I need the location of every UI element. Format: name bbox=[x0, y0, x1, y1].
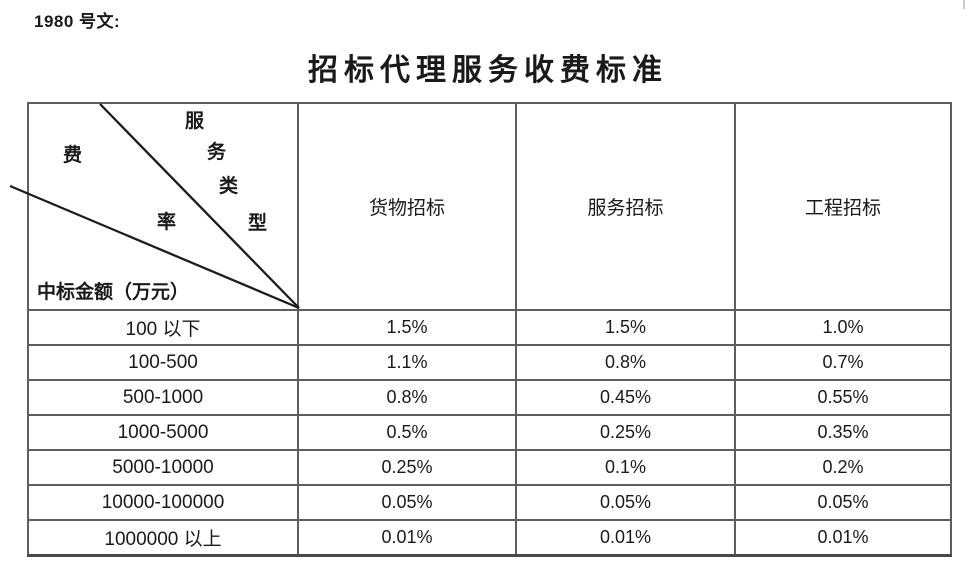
fee-cell: 0.35% bbox=[734, 414, 952, 451]
corner-char-service-type-3: 类 bbox=[219, 176, 239, 197]
corner-char-fee-rate-2: 率 bbox=[157, 212, 177, 233]
table-row: 1000000 以上 0.01% 0.01% 0.01% bbox=[27, 519, 952, 556]
column-header-services: 服务招标 bbox=[515, 102, 736, 311]
fee-cell: 0.5% bbox=[297, 414, 517, 451]
table-row: 100 以下 1.5% 1.5% 1.0% bbox=[27, 309, 952, 346]
fee-cell: 0.01% bbox=[297, 519, 517, 556]
corner-char-service-type-4: 型 bbox=[248, 213, 268, 234]
row-label: 100-500 bbox=[27, 344, 299, 381]
fee-cell: 0.05% bbox=[515, 484, 736, 521]
corner-bid-amount-label: 中标金额（万元） bbox=[37, 282, 190, 303]
table-row: 500-1000 0.8% 0.45% 0.55% bbox=[27, 379, 952, 416]
table-row: 5000-10000 0.25% 0.1% 0.2% bbox=[27, 449, 952, 486]
row-label: 100 以下 bbox=[27, 309, 299, 346]
fee-cell: 0.8% bbox=[297, 379, 517, 416]
table-header-row: 服 务 类 型 费 率 中标金额（万元） 货物招标 服务招标 工程招标 bbox=[27, 102, 952, 311]
fee-cell: 0.25% bbox=[515, 414, 736, 451]
fee-cell: 1.0% bbox=[734, 309, 952, 346]
fee-standard-table: 服 务 类 型 费 率 中标金额（万元） 货物招标 服务招标 工程招标 100 … bbox=[27, 102, 952, 557]
row-label: 1000-5000 bbox=[27, 414, 299, 451]
row-label: 5000-10000 bbox=[27, 449, 299, 486]
corner-char-service-type-2: 务 bbox=[207, 142, 227, 163]
fee-cell: 0.2% bbox=[734, 449, 952, 486]
table-row: 100-500 1.1% 0.8% 0.7% bbox=[27, 344, 952, 381]
fee-cell: 0.05% bbox=[297, 484, 517, 521]
page-edge-artifact bbox=[963, 0, 965, 9]
corner-char-service-type-1: 服 bbox=[185, 111, 205, 132]
doc-ref-label: 1980 号文: bbox=[34, 12, 121, 31]
fee-cell: 1.1% bbox=[297, 344, 517, 381]
row-label: 10000-100000 bbox=[27, 484, 299, 521]
fee-cell: 0.01% bbox=[515, 519, 736, 556]
row-label: 500-1000 bbox=[27, 379, 299, 416]
fee-cell: 0.55% bbox=[734, 379, 952, 416]
page-title: 招标代理服务收费标准 bbox=[308, 54, 668, 87]
fee-cell: 0.1% bbox=[515, 449, 736, 486]
column-header-goods: 货物招标 bbox=[297, 102, 517, 311]
fee-cell: 0.7% bbox=[734, 344, 952, 381]
corner-char-fee-rate-1: 费 bbox=[63, 145, 83, 166]
fee-cell: 0.25% bbox=[297, 449, 517, 486]
table-row: 1000-5000 0.5% 0.25% 0.35% bbox=[27, 414, 952, 451]
table-row: 10000-100000 0.05% 0.05% 0.05% bbox=[27, 484, 952, 521]
diagonal-corner-cell: 服 务 类 型 费 率 中标金额（万元） bbox=[27, 102, 299, 311]
fee-cell: 0.8% bbox=[515, 344, 736, 381]
fee-cell: 0.45% bbox=[515, 379, 736, 416]
fee-cell: 0.05% bbox=[734, 484, 952, 521]
row-label: 1000000 以上 bbox=[27, 519, 299, 556]
fee-cell: 1.5% bbox=[515, 309, 736, 346]
fee-cell: 1.5% bbox=[297, 309, 517, 346]
column-header-engineering: 工程招标 bbox=[734, 102, 952, 311]
diagonal-corner-content: 服 务 类 型 费 率 中标金额（万元） bbox=[29, 105, 297, 308]
fee-cell: 0.01% bbox=[734, 519, 952, 556]
